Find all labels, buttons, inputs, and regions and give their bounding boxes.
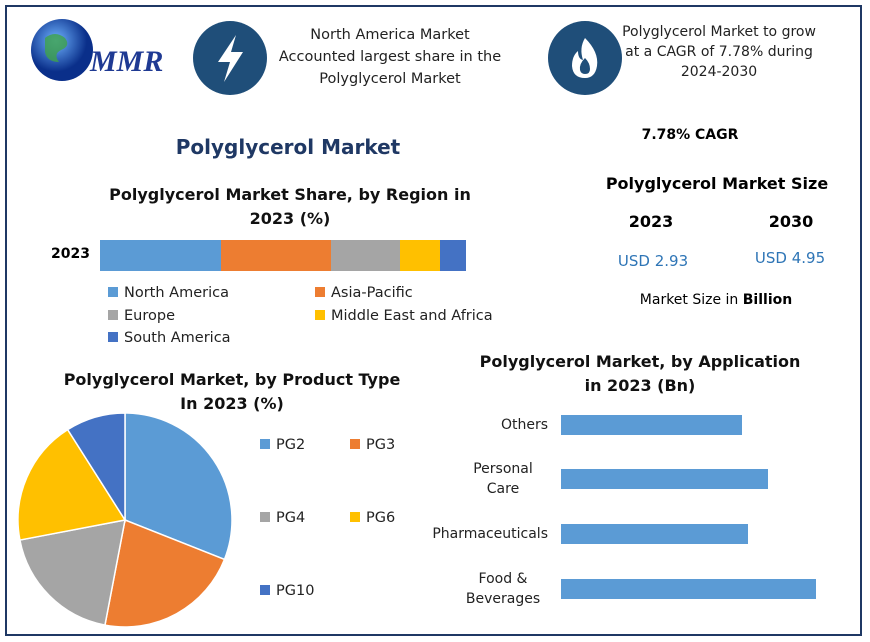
size-unit: Billion <box>742 292 793 308</box>
size-note: Market Size in <box>639 292 739 308</box>
legend-item: South America <box>108 330 231 346</box>
legend-label: PG4 <box>276 510 306 526</box>
legend-item: PG10 <box>260 583 314 599</box>
legend-label: Asia-Pacific <box>331 285 413 301</box>
bar <box>561 469 768 489</box>
category-label: Others <box>500 417 548 433</box>
pie-slice <box>19 519 126 626</box>
chart-title: Polyglycerol Market, by Product Type In … <box>63 370 401 413</box>
legend-label: PG10 <box>276 583 315 599</box>
legend-label: South America <box>124 330 231 346</box>
pie-slice <box>104 518 226 628</box>
category-label: Food & Beverages <box>465 571 541 607</box>
legend-swatch <box>350 439 360 449</box>
cagr: 7.78% CAGR <box>641 127 739 143</box>
legend-swatch <box>108 309 118 320</box>
chart-title: Polyglycerol Market, by Application in 2… <box>479 352 801 395</box>
year: 2030 <box>768 212 814 231</box>
amount: USD 4.95 <box>754 249 826 267</box>
bar-segment <box>400 240 441 271</box>
bar-segment <box>440 240 466 271</box>
legend-swatch <box>350 512 360 522</box>
lightning-icon <box>218 35 243 82</box>
legend-swatch <box>260 512 270 522</box>
header-right: Polyglycerol Market to grow at a CAGR of… <box>622 24 816 80</box>
legend-label: North America <box>124 285 229 301</box>
pie-slice <box>17 428 127 541</box>
chart-title: Polyglycerol Market Share, by Region in … <box>109 185 471 228</box>
legend-item: Europe <box>108 308 175 324</box>
bar <box>561 579 816 599</box>
legend-item: PG6 <box>350 510 395 526</box>
logo-text: MMR <box>89 45 163 78</box>
amount: USD 2.93 <box>617 252 689 270</box>
main-title: Polyglycerol Market <box>175 135 401 159</box>
frame <box>5 5 862 636</box>
year: 2023 <box>628 212 674 231</box>
legend-label: PG6 <box>366 510 396 526</box>
bar <box>561 524 748 544</box>
legend-item: Asia-Pacific <box>315 285 413 301</box>
legend-item: PG3 <box>350 437 395 453</box>
logo-land <box>45 34 68 62</box>
legend-item: Middle East and Africa <box>315 308 493 324</box>
flame-icon <box>572 38 598 78</box>
legend-label: PG2 <box>276 437 306 453</box>
pie-slice <box>124 412 233 561</box>
pie-slice <box>66 412 126 523</box>
bar-segment <box>100 240 221 271</box>
legend-swatch <box>108 332 118 342</box>
legend-swatch <box>315 287 325 297</box>
legend-label: Middle East and Africa <box>331 307 493 324</box>
header-left: North America Market Accounted largest s… <box>278 27 502 87</box>
legend-item: PG2 <box>260 437 305 453</box>
size-title: Polyglycerol Market Size <box>605 174 829 193</box>
legend-label: PG3 <box>366 437 396 453</box>
bar <box>561 415 743 435</box>
legend-swatch <box>260 439 270 449</box>
legend-item: PG4 <box>260 510 305 526</box>
legend-swatch <box>260 585 270 595</box>
category-label: 2023 <box>51 246 90 262</box>
pie-chart <box>17 412 233 628</box>
legend-label: Europe <box>124 307 175 324</box>
legend-swatch <box>315 309 325 320</box>
legend-swatch <box>108 287 118 297</box>
category-label: Personal Care <box>473 461 533 497</box>
bar-segment <box>330 240 401 271</box>
category-label: Pharmaceuticals <box>432 526 548 542</box>
legend-item: North America <box>108 285 229 301</box>
logo-globe <box>31 19 93 81</box>
bar-segment <box>220 240 331 271</box>
